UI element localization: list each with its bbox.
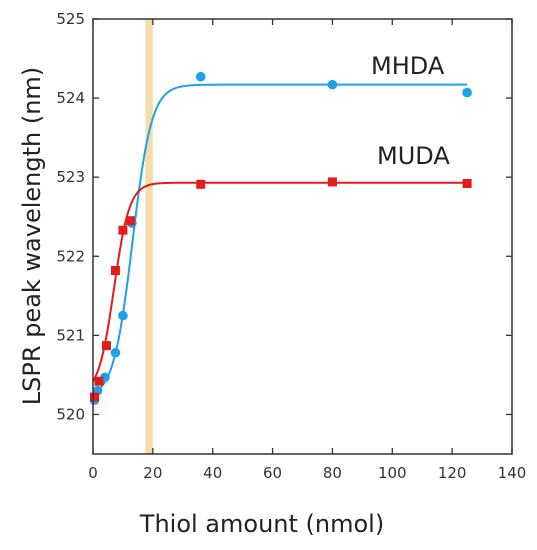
x-tick-label: 0 bbox=[88, 464, 98, 482]
x-tick-label: 100 bbox=[378, 464, 407, 482]
highlight-band bbox=[145, 19, 153, 454]
data-point-mhda-7 bbox=[327, 79, 338, 90]
y-tick-label: 524 bbox=[56, 89, 85, 107]
x-tick-label: 140 bbox=[498, 464, 527, 482]
marker-layer bbox=[89, 71, 472, 406]
y-tick-label: 525 bbox=[56, 10, 85, 28]
tick-layer: 0 20 40 60 80 100 120 140 520 521 522 523 524 525 bbox=[56, 10, 526, 482]
fit-curve-muda bbox=[92, 181, 468, 382]
series-label-muda: MUDA bbox=[377, 142, 450, 170]
x-tick-label: 40 bbox=[203, 464, 222, 482]
data-point-muda-5 bbox=[125, 216, 135, 226]
data-point-muda-3 bbox=[110, 266, 120, 276]
data-point-muda-8 bbox=[462, 179, 472, 189]
x-axis-title: Thiol amount (nmol) bbox=[139, 510, 384, 538]
data-point-muda-6 bbox=[196, 179, 206, 189]
data-point-muda-4 bbox=[118, 225, 128, 235]
y-axis-title: LSPR peak wavelength (nm) bbox=[18, 67, 46, 405]
data-point-mhda-6 bbox=[195, 71, 206, 82]
plot-frame bbox=[92, 18, 513, 455]
x-tick-label: 60 bbox=[263, 464, 282, 482]
fit-curve-layer bbox=[92, 83, 468, 395]
y-tick-label: 521 bbox=[56, 326, 85, 344]
fit-curve-mhda bbox=[92, 83, 468, 395]
series-label-mhda: MHDA bbox=[371, 52, 445, 80]
highlight-band-layer bbox=[145, 19, 153, 454]
data-point-muda-7 bbox=[327, 177, 337, 187]
y-tick-label: 522 bbox=[56, 247, 85, 265]
data-point-muda-0 bbox=[89, 392, 99, 402]
y-tick-label: 523 bbox=[56, 168, 85, 186]
x-tick-label: 20 bbox=[143, 464, 162, 482]
data-point-mhda-4 bbox=[118, 310, 128, 321]
x-tick-label: 120 bbox=[438, 464, 467, 482]
data-point-muda-2 bbox=[101, 341, 111, 351]
y-tick-label: 520 bbox=[56, 405, 85, 423]
x-tick-label: 80 bbox=[323, 464, 342, 482]
data-point-muda-1 bbox=[94, 376, 104, 386]
data-point-mhda-8 bbox=[462, 87, 472, 98]
data-point-mhda-3 bbox=[110, 347, 121, 358]
